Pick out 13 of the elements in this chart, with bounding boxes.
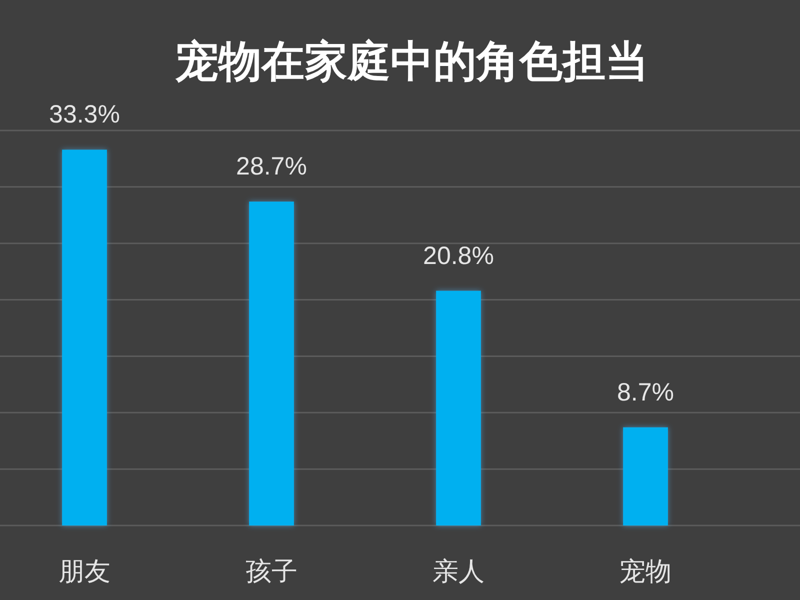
x-tick-label: 亲人 [432,556,484,586]
x-tick-label: 朋友 [58,556,110,586]
data-label: 8.7% [617,378,674,406]
bar [436,290,481,526]
data-label: 20.8% [423,242,494,270]
bar [249,202,294,526]
chart-title: 宠物在家庭中的角色担当 [174,38,648,86]
bar [62,150,107,526]
x-tick-label: 宠物 [620,556,672,586]
data-label: 33.3% [49,100,120,129]
bar [623,427,668,526]
data-label: 28.7% [236,152,307,181]
x-tick-label: 孩子 [246,556,298,586]
